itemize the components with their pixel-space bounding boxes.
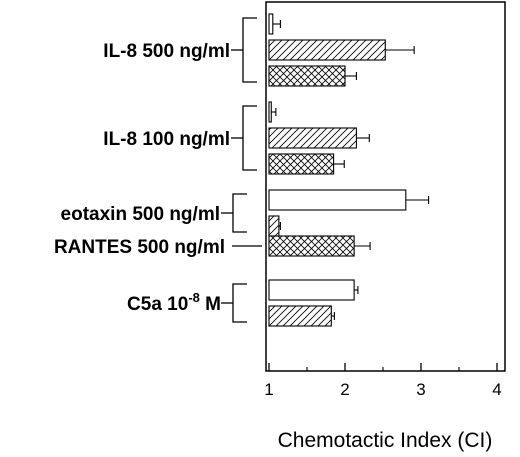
group-bracket <box>231 17 257 83</box>
x-tick-label: 4 <box>492 380 501 399</box>
bar <box>268 215 280 237</box>
bar <box>268 279 355 301</box>
error-bar <box>385 46 415 54</box>
plot-frame <box>265 1 506 372</box>
error-bar <box>333 160 345 168</box>
error-bar <box>345 72 357 80</box>
error-bar <box>354 242 371 250</box>
error-bar <box>271 108 277 116</box>
error-bar <box>331 312 335 320</box>
group-label: eotaxin 500 ng/ml <box>61 204 220 225</box>
error-bar <box>272 20 281 28</box>
group-label: IL-8 100 ng/ml <box>103 129 230 150</box>
bar <box>268 39 386 61</box>
bar <box>268 189 407 211</box>
bar <box>268 13 274 35</box>
error-bar <box>278 222 281 230</box>
bar <box>268 101 272 123</box>
x-tick-label: 1 <box>264 380 273 399</box>
group-label: C5a 10-8 M <box>127 290 221 315</box>
group-label: RANTES 500 ng/ml <box>54 237 225 258</box>
x-axis-title: Chemotactic Index (CI) <box>278 429 493 452</box>
bar <box>268 127 357 149</box>
group-bracket <box>231 105 257 171</box>
group-bracket <box>221 283 247 323</box>
x-tick-label: 3 <box>416 380 425 399</box>
error-bar <box>405 196 430 204</box>
x-axis-ticks: 1 2 3 4 <box>264 363 502 399</box>
x-tick-label: 2 <box>340 380 349 399</box>
group-labels-layer: IL-8 500 ng/ml IL-8 100 ng/ml eotaxin 500 … <box>54 17 262 323</box>
bar <box>268 153 335 175</box>
bars-layer <box>268 13 430 327</box>
error-bar <box>354 286 359 294</box>
bar <box>268 65 346 87</box>
bar <box>268 235 355 257</box>
bar <box>268 305 332 327</box>
group-bracket <box>221 193 247 233</box>
group-label: IL-8 500 ng/ml <box>103 41 230 62</box>
error-bar <box>356 134 370 142</box>
